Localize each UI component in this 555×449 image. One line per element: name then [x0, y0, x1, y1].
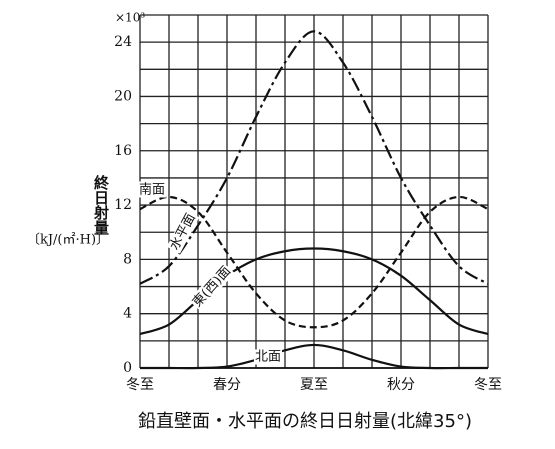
y-tick-label: 16 — [114, 143, 132, 159]
x-tick-label: 春分 — [213, 377, 241, 393]
x-tick-label: 冬至 — [126, 377, 154, 393]
y-tick-label: 12 — [114, 197, 132, 213]
x-tick-label: 秋分 — [387, 377, 415, 393]
label-background — [137, 181, 167, 198]
series-label: 南面 — [139, 182, 165, 198]
y-multiplier: ×10³ — [115, 11, 145, 25]
y-axis-label: 終日射量 — [92, 174, 110, 235]
series-label: 北面 — [255, 350, 281, 365]
label-background — [253, 349, 283, 365]
y-tick-label: 4 — [123, 306, 132, 322]
series-line — [139, 195, 489, 329]
label-background — [166, 210, 200, 254]
y-tick-label: 0 — [123, 360, 132, 376]
series-line — [140, 343, 488, 370]
y-axis-unit: 〔kJ/(㎡·H)〕 — [27, 233, 109, 248]
label-background — [188, 262, 235, 312]
chart-title: 鉛直壁面・水平面の終日日射量(北緯35°) — [138, 411, 472, 432]
y-tick-label: 20 — [114, 88, 132, 104]
x-tick-label: 夏至 — [300, 377, 328, 393]
series-line — [139, 30, 489, 285]
y-tick-label: 24 — [114, 34, 132, 50]
x-tick-label: 冬至 — [474, 377, 502, 393]
y-tick-label: 8 — [123, 251, 132, 267]
